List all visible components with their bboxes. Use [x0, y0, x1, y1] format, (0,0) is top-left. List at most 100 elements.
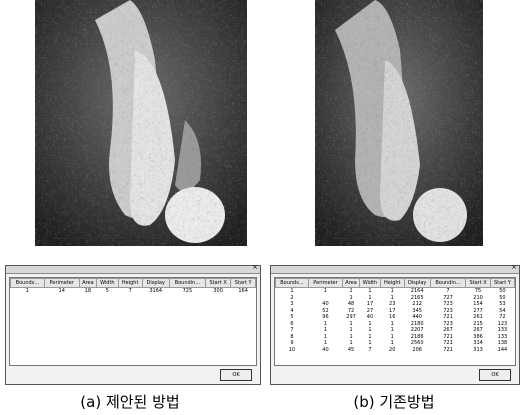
dialog: × Bounds... Perimeter Area Width Height Displa… — [270, 263, 520, 385]
column-header: Perimeter — [307, 278, 344, 288]
cell: 3164 — [149, 288, 163, 294]
cell: 133 — [497, 327, 508, 333]
cell: 6 — [290, 320, 294, 327]
column-header: Area — [78, 278, 98, 288]
cell: 210 — [473, 294, 483, 301]
cell: 138 — [497, 340, 508, 346]
column-header: Perimeter — [43, 278, 80, 288]
cell: 2165 — [410, 294, 424, 301]
cell: 48 — [347, 301, 355, 307]
cell: 721 — [443, 333, 453, 340]
cell: 1 — [368, 288, 372, 294]
caption: (a) 제안된 방법 — [80, 393, 180, 411]
title-bar: × — [6, 263, 260, 274]
cell: 440 — [412, 314, 422, 320]
cell: 23 — [389, 301, 396, 307]
xray-image — [315, 0, 483, 246]
cell: 721 — [443, 314, 453, 320]
table-row: 1 14 18 5 7 3164 725 300 164 — [11, 288, 256, 295]
column-header: Area — [342, 278, 360, 288]
cell: 386 — [473, 333, 483, 340]
cell: 54 — [499, 307, 506, 314]
results-table: Bounds... Perimeter Area Width Height Display… — [274, 277, 516, 366]
cell: 40 — [322, 346, 329, 353]
cell: 2 — [290, 294, 294, 301]
cell: 723 — [443, 320, 453, 327]
column-header: Height — [117, 278, 143, 288]
cell: 50 — [499, 288, 506, 294]
cell: 1 — [349, 294, 353, 301]
column-header: Start X — [465, 278, 491, 288]
ok-button[interactable]: OK — [220, 369, 252, 381]
cell: 300 — [213, 288, 223, 294]
header-row: Bounds... Perimeter Area Width Height Display… — [10, 278, 256, 288]
cell: 267 — [473, 327, 483, 333]
cell: 8 — [290, 333, 294, 340]
cell: 313 — [473, 346, 483, 353]
cell: 7 — [368, 346, 372, 353]
cell: 5 — [290, 314, 294, 320]
cell: 72 — [347, 307, 355, 314]
table: Bounds... Perimeter Area Width Height Display… — [275, 278, 515, 353]
column-header: Bounds... — [275, 278, 309, 288]
cell: 7 — [128, 288, 132, 294]
cell: 277 — [473, 307, 483, 314]
title-bar: × — [271, 263, 519, 274]
cell: 1 — [349, 320, 353, 327]
close-button[interactable]: × — [252, 263, 258, 271]
dialog: × Bounds... Perimeter Area Width Height Displa… — [5, 263, 261, 385]
cell: 1 — [390, 327, 394, 333]
cell: 45 — [347, 346, 355, 353]
cell: 1 — [390, 294, 394, 301]
column-header: Boundin... — [168, 278, 207, 288]
cell: 1 — [349, 288, 353, 294]
cell: 96 — [322, 314, 329, 320]
table-row: 2 1 1 1 2165 727 210 50 — [276, 295, 515, 302]
table: Bounds... Perimeter Area Width Height Display… — [10, 278, 256, 295]
cell: 1 — [323, 340, 328, 346]
cell: 27 — [366, 307, 374, 314]
cell: 297 — [346, 314, 356, 320]
cell: 215 — [473, 320, 483, 327]
cell: 1 — [368, 333, 372, 340]
caption: (b) 기존방법 — [353, 393, 435, 411]
cell: 40 — [366, 314, 374, 320]
cell: 723 — [443, 307, 453, 314]
cell: 1 — [390, 288, 394, 294]
cell: 727 — [443, 294, 453, 301]
cell: 1 — [390, 340, 394, 346]
close-button[interactable]: × — [511, 263, 517, 271]
cell: 1 — [349, 327, 353, 333]
column-header: Start Y — [489, 278, 515, 288]
cell: 40 — [322, 301, 329, 307]
cell: 723 — [443, 301, 453, 307]
cell: 2186 — [410, 333, 424, 340]
cell: 5 — [105, 288, 109, 294]
cell: 50 — [499, 294, 506, 301]
table-row: 3 40 48 17 23 212 723 154 53 — [276, 301, 515, 308]
table-row: 9 1 1 1 1 2560 721 314 138 — [276, 340, 515, 347]
cell: 261 — [473, 314, 483, 320]
cell: 7 — [290, 327, 294, 333]
cell: 206 — [412, 346, 422, 353]
cell: 2560 — [410, 340, 424, 346]
header-row: Bounds... Perimeter Area Width Height Display… — [275, 278, 515, 288]
cell: 1 — [390, 320, 394, 327]
ok-button[interactable]: OK — [479, 369, 511, 381]
table-row: 10 40 45 7 20 206 721 313 144 — [276, 347, 515, 354]
cell: 133 — [497, 333, 508, 340]
cell: 1 — [368, 294, 372, 301]
column-header: Start Y — [230, 278, 256, 288]
column-header: Display — [403, 278, 431, 288]
cell: 17 — [366, 301, 374, 307]
cell: 1 — [323, 333, 328, 340]
cell: 1 — [349, 333, 353, 340]
cell: 314 — [473, 340, 483, 346]
cell: 1 — [25, 288, 29, 294]
column-header: Height — [379, 278, 405, 288]
cell: 1 — [323, 288, 328, 294]
cell: 1 — [323, 327, 328, 333]
column-header: Boundin... — [429, 278, 467, 288]
cell: 2207 — [410, 327, 424, 333]
